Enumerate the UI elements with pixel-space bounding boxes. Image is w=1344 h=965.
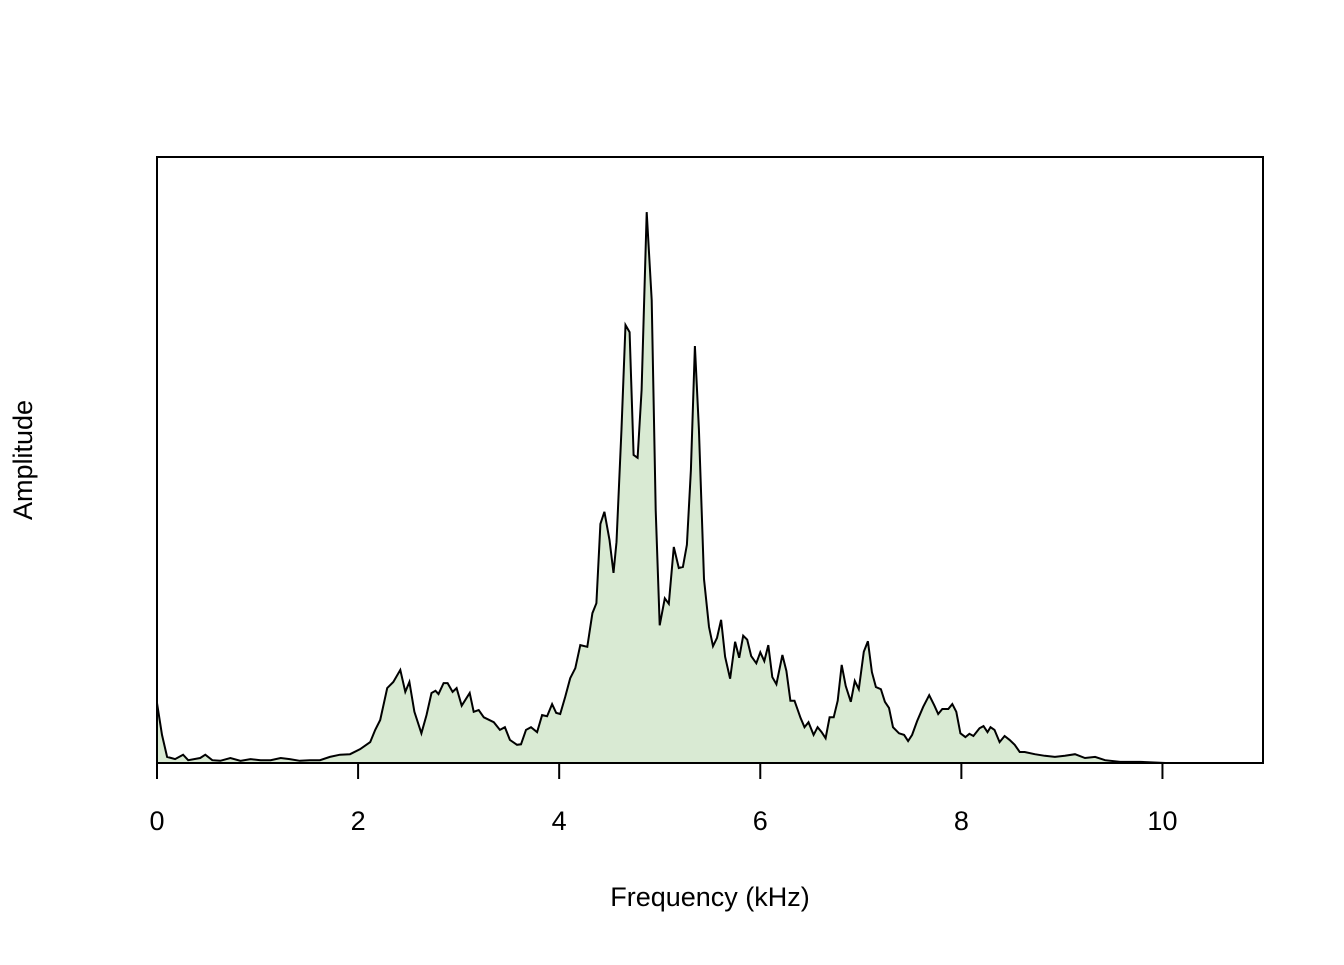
x-tick-label: 4: [552, 806, 567, 836]
x-tick-label: 10: [1147, 806, 1177, 836]
area-fill: [157, 212, 1263, 764]
y-axis-label: Amplitude: [8, 400, 38, 520]
x-tick-label: 0: [149, 806, 164, 836]
x-tick-label: 6: [753, 806, 768, 836]
x-tick-label: 8: [954, 806, 969, 836]
x-tick-label: 2: [351, 806, 366, 836]
x-axis-label: Frequency (kHz): [610, 882, 810, 912]
area-line: [156, 212, 1263, 764]
